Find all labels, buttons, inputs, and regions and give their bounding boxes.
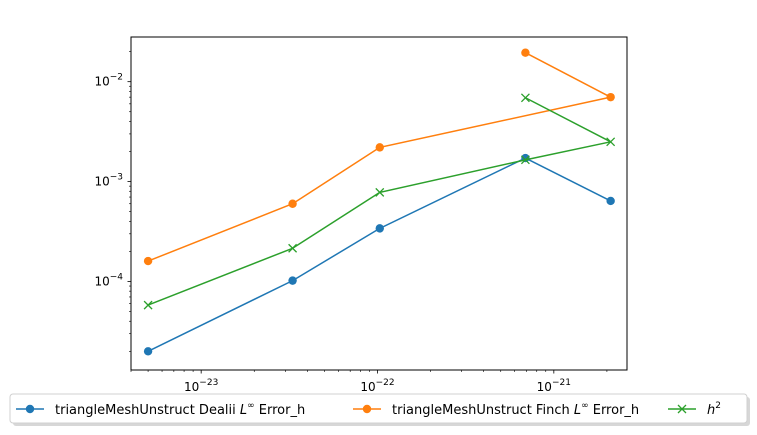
x-axis: 10−23 10−22 10−21: [130, 370, 608, 394]
series-1-point: [143, 347, 153, 356]
y-tick-label: 10−2: [94, 73, 123, 89]
legend-marker: [362, 404, 372, 414]
legend-label: triangleMeshUnstruct Finch L∞ Error_h: [392, 401, 639, 418]
legend-item-3: h2: [668, 401, 721, 418]
legend-label: triangleMeshUnstruct Dealii L∞ Error_h: [55, 401, 305, 418]
legend-marker: [25, 404, 35, 414]
y-axis: 10−4 10−3 10−2: [94, 51, 131, 352]
series-1-point: [375, 224, 384, 233]
x-tick-label: 10−22: [360, 378, 394, 394]
legend-label: h2: [707, 401, 721, 418]
y-tick-label: 10−3: [94, 173, 123, 189]
x-tick-label: 10−23: [184, 378, 218, 394]
series-2-point: [375, 143, 384, 152]
series-3: [143, 93, 616, 310]
series-3-point: [520, 93, 530, 103]
series-3-point: [288, 243, 298, 253]
legend: triangleMeshUnstruct Dealii L∞ Error_h tr…: [9, 393, 750, 426]
series-1-point: [288, 276, 297, 285]
series-2-point: [288, 199, 297, 208]
series-1-point: [606, 196, 615, 206]
legend-marker: [677, 404, 687, 414]
x-tick-label: 10−21: [537, 378, 571, 394]
legend-item-1: triangleMeshUnstruct Dealii L∞ Error_h: [16, 401, 305, 418]
legend-item-2: triangleMeshUnstruct Finch L∞ Error_h: [353, 401, 639, 418]
series-3-point: [520, 155, 530, 165]
series-3-point: [143, 300, 153, 310]
series-2-point: [143, 256, 153, 266]
y-tick-label: 10−4: [94, 272, 123, 288]
series-3-point: [606, 137, 616, 147]
series-1: [143, 153, 615, 356]
series-layer: [143, 48, 616, 356]
series-2-point: [521, 48, 530, 57]
series-3-line: [147, 97, 612, 306]
series-2-point: [606, 92, 615, 102]
plot-frame: [130, 36, 628, 371]
series-2: [143, 48, 615, 266]
series-1-line: [147, 157, 611, 352]
series-3-point: [375, 187, 385, 197]
